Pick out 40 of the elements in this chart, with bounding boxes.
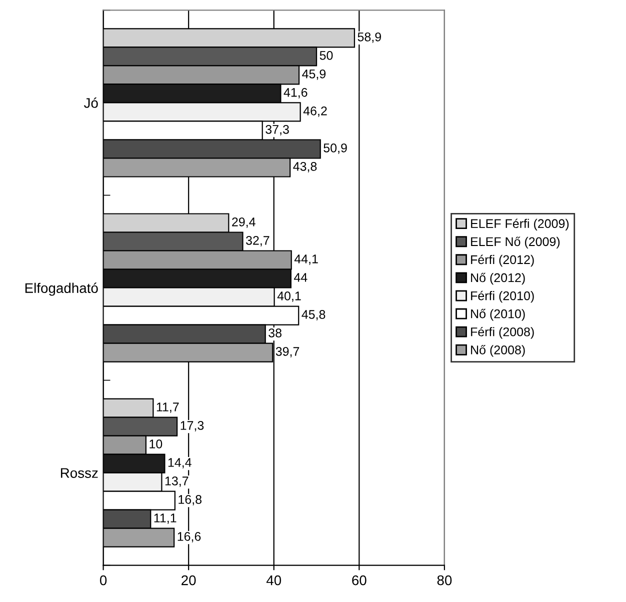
legend-label: ELEF Férfi (2009)	[471, 218, 569, 230]
data-label: 46,2	[303, 106, 327, 117]
y-tick-label: Jó	[84, 98, 98, 108]
legend-label: Férfi (2008)	[471, 326, 534, 339]
data-label: 10	[150, 440, 162, 448]
legend-label: Nő (2008)	[471, 345, 525, 357]
data-label: 13,7	[165, 476, 188, 487]
x-tick-label: 40	[266, 575, 282, 586]
data-label: 45,8	[302, 310, 326, 320]
data-label: 50,9	[324, 144, 347, 154]
y-tick-label: Elfogadható	[25, 282, 98, 296]
data-label: 45,9	[302, 69, 326, 80]
legend-label: Nő (2012)	[471, 272, 525, 285]
data-label: 16,8	[178, 495, 202, 506]
data-label: 16,6	[178, 532, 201, 542]
legend-label: Nő (2010)	[471, 308, 525, 321]
data-label: 58,9	[358, 32, 381, 43]
data-label: 44,1	[294, 254, 318, 265]
y-tick-label: Rossz	[60, 468, 98, 478]
legend-label: ELEF Nő (2009)	[471, 236, 560, 249]
data-label: 14,4	[168, 458, 192, 468]
data-label: 43,8	[293, 162, 317, 172]
x-tick-label: 0	[100, 575, 107, 586]
x-tick-label: 80	[437, 575, 452, 586]
data-label: 39,7	[276, 347, 300, 358]
x-tick-label: 20	[182, 575, 196, 586]
data-label: 17,3	[180, 421, 204, 432]
data-label: 11,1	[154, 514, 176, 524]
data-label: 38	[268, 328, 282, 338]
data-label: 41,6	[284, 88, 308, 98]
data-label: 44	[294, 273, 308, 282]
data-label: 32,7	[246, 236, 270, 246]
data-label: 40,1	[277, 292, 301, 302]
x-tick-label: 60	[352, 575, 366, 586]
data-label: 50	[320, 50, 333, 60]
data-label: 11,7	[156, 402, 179, 413]
legend-label: Férfi (2010)	[471, 290, 534, 303]
data-label: 37,3	[266, 124, 289, 136]
data-label: 29,4	[232, 218, 256, 228]
legend-label: Férfi (2012)	[471, 254, 534, 267]
